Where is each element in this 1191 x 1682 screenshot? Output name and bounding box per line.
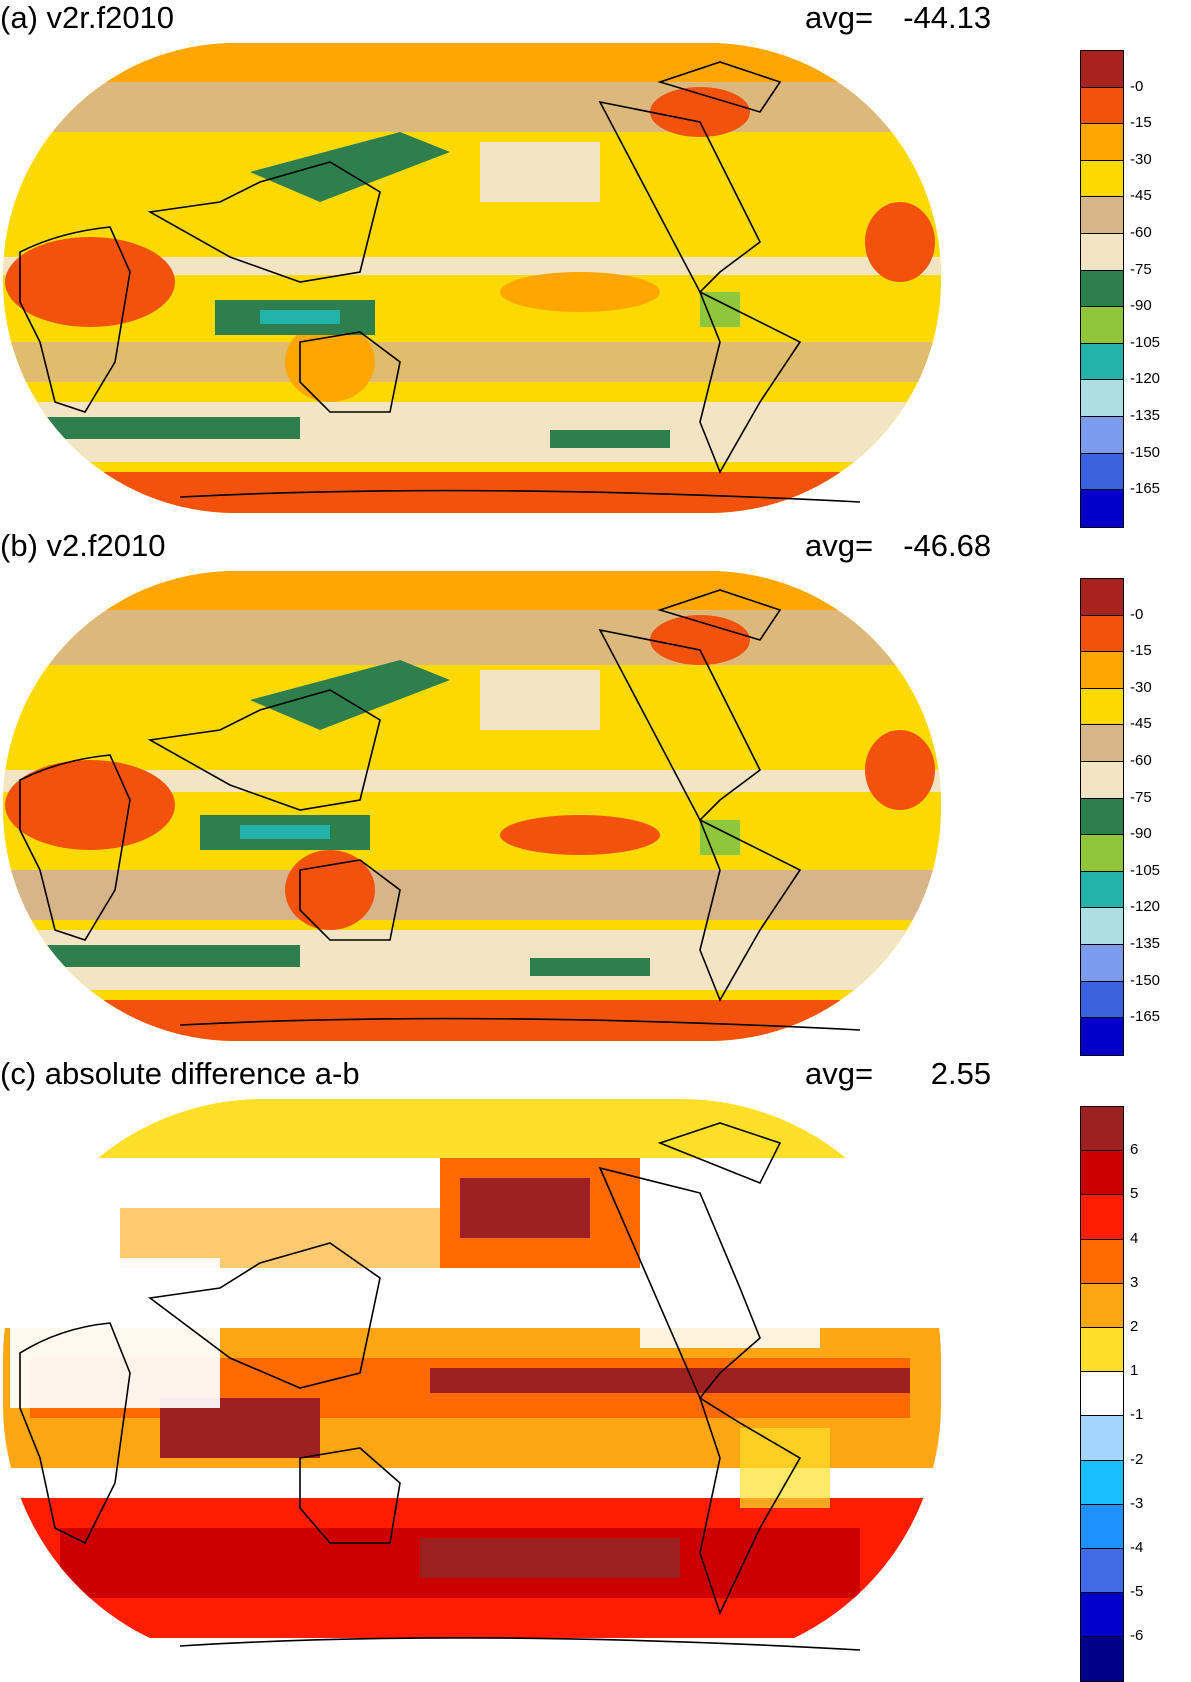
panel-c-colorbar-box bbox=[1081, 1283, 1123, 1328]
panel-c-colorbar-tick-label: -4 bbox=[1130, 1539, 1144, 1556]
panel-a-colorbar-tick-label: -45 bbox=[1130, 187, 1152, 205]
panel-b-colorbar-box bbox=[1081, 725, 1123, 762]
panel-b-colorbar-tick-label: -135 bbox=[1130, 935, 1161, 952]
panel-b-colorbar-tick-label: -15 bbox=[1130, 642, 1152, 660]
panel-c-colorbar-tick-label: 2 bbox=[1130, 1318, 1139, 1335]
panel-b-colorbar-tick-label: -0 bbox=[1130, 605, 1144, 623]
panel-b-map-svg bbox=[3, 571, 941, 1041]
panel-a-colorbar-box bbox=[1081, 160, 1123, 198]
panel-c-colorbar-box bbox=[1081, 1416, 1123, 1461]
panel-b-colorbar-box bbox=[1081, 761, 1123, 799]
panel-a-colorbar-tick-label: -105 bbox=[1130, 333, 1161, 351]
panel-c-map-svg bbox=[3, 1099, 941, 1664]
panel-c-colorbar-tick-label: -5 bbox=[1130, 1583, 1144, 1601]
panel-a-colorbar bbox=[1080, 50, 1124, 528]
panel-a-colorbar-box bbox=[1081, 87, 1123, 125]
panel-b-map bbox=[0, 570, 945, 1044]
panel-b-colorbar-box bbox=[1081, 579, 1123, 616]
panel-c-colorbar-box bbox=[1081, 1151, 1123, 1196]
panel-b-colorbar-box bbox=[1081, 835, 1123, 872]
panel-b-average: avg= -46.68 bbox=[805, 528, 991, 564]
panel-a-colorbar-box bbox=[1081, 416, 1123, 454]
panel-b-colorbar-box bbox=[1081, 981, 1123, 1019]
panel-a-colorbar-tick-label: -135 bbox=[1130, 407, 1161, 424]
panel-a: (a) v2r.f2010 avg= -44.13 bbox=[0, 0, 1191, 528]
panel-a-title: (a) v2r.f2010 bbox=[0, 0, 175, 35]
panel-b-colorbar-tick-label: -75 bbox=[1130, 788, 1152, 806]
panel-b-title: (b) v2.f2010 bbox=[0, 528, 166, 563]
panel-a-colorbar-tick-label: -150 bbox=[1130, 443, 1161, 461]
panel-c-title: (c) absolute difference a-b bbox=[0, 1056, 360, 1091]
panel-c-colorbar-tick-label: -3 bbox=[1130, 1494, 1144, 1512]
panel-c-colorbar-tick-label: -1 bbox=[1130, 1406, 1144, 1424]
panel-c-colorbar-box bbox=[1081, 1504, 1123, 1549]
panel-b-colorbar-tick-label: -60 bbox=[1130, 752, 1152, 769]
panel-c-colorbar bbox=[1080, 1106, 1124, 1682]
panel-a-colorbar-tick-label: -75 bbox=[1130, 260, 1152, 278]
panel-c-colorbar-box bbox=[1081, 1327, 1123, 1373]
panel-c-colorbar-box bbox=[1081, 1195, 1123, 1240]
panel-a-colorbar-box bbox=[1081, 453, 1123, 491]
panel-c-colorbar-box bbox=[1081, 1460, 1123, 1505]
panel-c-colorbar-tick-label: 5 bbox=[1130, 1185, 1139, 1203]
panel-c-colorbar-box bbox=[1081, 1637, 1123, 1682]
panel-c-avg-value: 2.55 bbox=[930, 1056, 992, 1091]
panel-a-colorbar-tick-label: -120 bbox=[1130, 370, 1161, 388]
panel-a-colorbar-box bbox=[1081, 380, 1123, 417]
panel-a-average: avg= -44.13 bbox=[805, 0, 991, 36]
panel-b-colorbar bbox=[1080, 578, 1124, 1056]
panel-c-colorbar-tick-label: 3 bbox=[1130, 1273, 1139, 1291]
panel-b-colorbar-tick-label: -30 bbox=[1130, 678, 1152, 696]
panel-b-colorbar-box bbox=[1081, 1018, 1123, 1055]
panel-c-map bbox=[0, 1098, 945, 1668]
panel-c-colorbar-box bbox=[1081, 1548, 1123, 1594]
panel-c-colorbar-box bbox=[1081, 1372, 1123, 1417]
panel-a-avg-label: avg= bbox=[805, 0, 874, 35]
panel-a-colorbar-box bbox=[1081, 490, 1123, 527]
panel-b-colorbar-tick-label: -105 bbox=[1130, 861, 1161, 879]
panel-c-colorbar-tick-label: 6 bbox=[1130, 1141, 1139, 1159]
panel-b-colorbar-box bbox=[1081, 615, 1123, 653]
panel-a-colorbar-box bbox=[1081, 233, 1123, 271]
panel-c-colorbar-tick-label: -2 bbox=[1130, 1450, 1144, 1468]
panel-c-colorbar-box bbox=[1081, 1239, 1123, 1284]
panel-a-avg-value: -44.13 bbox=[903, 0, 992, 35]
panel-c: (c) absolute difference a-b avg= 2.55 bbox=[0, 1056, 1191, 1682]
panel-a-colorbar-box bbox=[1081, 124, 1123, 161]
panel-a-colorbar-box bbox=[1081, 197, 1123, 234]
panel-b-avg-label: avg= bbox=[805, 528, 874, 563]
panel-a-colorbar-tick-label: -60 bbox=[1130, 224, 1152, 241]
panel-a-colorbar-box bbox=[1081, 51, 1123, 88]
panel-a-map-svg bbox=[3, 43, 941, 513]
panel-c-colorbar-box bbox=[1081, 1593, 1123, 1638]
panel-a-colorbar-box bbox=[1081, 270, 1123, 308]
panel-b-colorbar-box bbox=[1081, 652, 1123, 689]
panel-c-average: avg= 2.55 bbox=[805, 1056, 991, 1092]
panel-b-colorbar-tick-label: -150 bbox=[1130, 971, 1161, 989]
panel-a-colorbar-tick-label: -30 bbox=[1130, 150, 1152, 168]
panel-c-colorbar-tick-label: -6 bbox=[1130, 1627, 1144, 1645]
panel-c-colorbar-tick-label: 4 bbox=[1130, 1229, 1139, 1247]
panel-a-colorbar-tick-label: -165 bbox=[1130, 480, 1161, 498]
panel-b-colorbar-tick-label: -45 bbox=[1130, 715, 1152, 733]
panel-a-colorbar-box bbox=[1081, 343, 1123, 381]
panel-b-colorbar-box bbox=[1081, 688, 1123, 726]
panel-c-colorbar-tick-label: 1 bbox=[1130, 1362, 1139, 1380]
panel-a-colorbar-tick-label: -15 bbox=[1130, 114, 1152, 132]
panel-b-colorbar-tick-label: -120 bbox=[1130, 898, 1161, 916]
panel-b-avg-value: -46.68 bbox=[903, 528, 992, 563]
panel-a-colorbar-tick-label: -90 bbox=[1130, 297, 1152, 315]
panel-b-colorbar-box bbox=[1081, 908, 1123, 945]
panel-b-colorbar-box bbox=[1081, 798, 1123, 836]
panel-b: (b) v2.f2010 avg= -46.68 bbox=[0, 528, 1191, 1056]
panel-b-colorbar-tick-label: -165 bbox=[1130, 1008, 1161, 1026]
panel-a-colorbar-box bbox=[1081, 307, 1123, 344]
panel-b-colorbar-tick-label: -90 bbox=[1130, 825, 1152, 843]
panel-b-colorbar-box bbox=[1081, 944, 1123, 982]
panel-a-colorbar-tick-label: -0 bbox=[1130, 77, 1144, 95]
panel-a-map bbox=[0, 42, 945, 516]
panel-c-avg-label: avg= bbox=[805, 1056, 874, 1091]
panel-c-colorbar-box bbox=[1081, 1107, 1123, 1152]
panel-b-colorbar-box bbox=[1081, 871, 1123, 909]
